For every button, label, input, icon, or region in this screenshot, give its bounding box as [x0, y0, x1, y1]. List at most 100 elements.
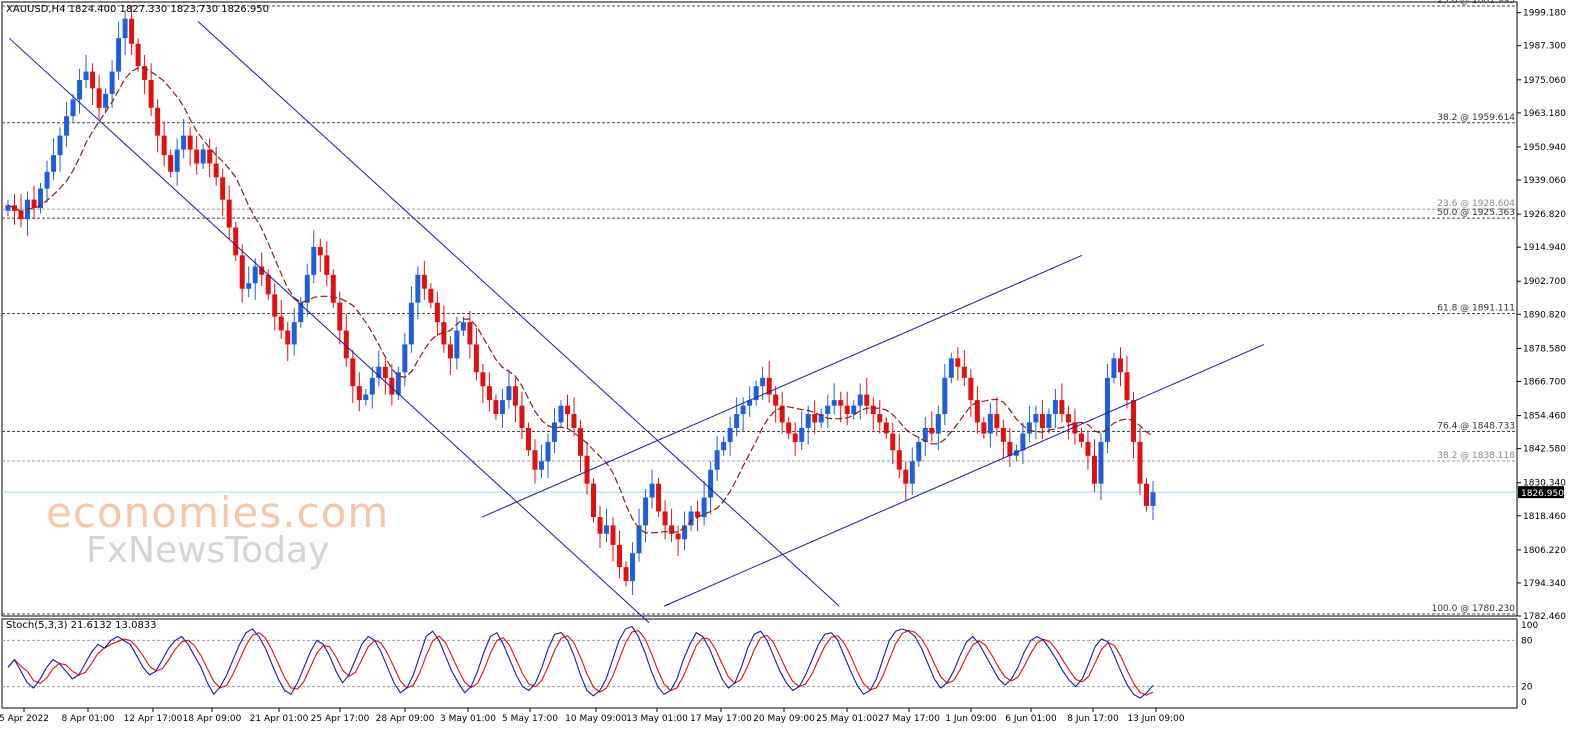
x-tick-label: 21 Apr 01:00 — [250, 714, 309, 724]
current-price-badge — [1518, 486, 1564, 499]
candle-body — [467, 322, 473, 345]
candle-body — [148, 79, 154, 108]
candle-body — [512, 386, 518, 406]
candle-body — [135, 43, 141, 67]
candle-body — [987, 414, 993, 434]
candle-body — [909, 461, 915, 484]
candle-body — [818, 414, 824, 423]
candle-body — [473, 344, 479, 373]
candle-body — [890, 433, 896, 451]
y-tick-label: 1999.180 — [1523, 9, 1566, 19]
candle-body — [31, 199, 37, 209]
y-tick-label: 1963.180 — [1523, 109, 1566, 119]
stoch-scale-label: 20 — [1521, 683, 1533, 693]
candle-body — [70, 99, 76, 117]
candle-body — [207, 149, 213, 164]
candle-body — [415, 274, 421, 303]
candle-body — [740, 405, 746, 415]
stoch-signal-line — [7, 629, 1154, 696]
candle-body — [1065, 414, 1071, 423]
candle-body — [324, 255, 330, 275]
y-tick-label: 1794.340 — [1523, 579, 1566, 589]
candle-body — [896, 450, 902, 470]
candle-body — [1143, 483, 1149, 506]
candle-body — [369, 377, 375, 395]
fib-label: 23.6 @ 1928.604 — [1437, 199, 1515, 209]
candle-body — [298, 302, 304, 323]
candle-body — [213, 163, 219, 178]
candle-body — [532, 450, 538, 470]
candle-body — [877, 414, 883, 423]
y-tick-label: 1950.940 — [1523, 143, 1566, 153]
candle-body — [597, 517, 603, 534]
candle-body — [994, 414, 1000, 428]
candle-body — [1039, 414, 1045, 428]
y-tick-label: 1975.060 — [1523, 76, 1566, 86]
time-axis: 5 Apr 2022 8 Apr 01:00 12 Apr 17:00 18 Apr … — [0, 708, 1185, 724]
stoch-scale-label: 0 — [1521, 698, 1527, 708]
candle-body — [161, 135, 167, 156]
candle-body — [708, 469, 714, 498]
candle-body — [786, 422, 792, 434]
candle-body — [1085, 441, 1091, 456]
candle-body — [955, 358, 961, 367]
y-tick-label: 1830.340 — [1523, 479, 1566, 489]
watermark-fxnewstoday: FxNewsToday — [86, 530, 330, 571]
candle-body — [239, 255, 245, 289]
y-tick-label: 1782.460 — [1523, 612, 1566, 622]
candle-body — [181, 135, 187, 150]
candle-body — [1072, 422, 1078, 434]
candle-body — [38, 188, 44, 209]
x-tick-label: 13 May 01:00 — [626, 714, 688, 724]
candle-body — [766, 377, 772, 395]
candle-body — [376, 366, 382, 378]
ma-line — [7, 67, 1154, 534]
candlesticks — [5, 4, 1156, 596]
candle-body — [142, 66, 148, 80]
candle-body — [454, 330, 460, 359]
trend-channels — [8, 21, 1265, 624]
candle-body — [870, 405, 876, 415]
candle-body — [753, 386, 759, 401]
candle-body — [246, 283, 252, 289]
candle-body — [805, 414, 811, 428]
candle-body — [77, 79, 83, 100]
candle-body — [330, 274, 336, 303]
x-tick-label: 8 Jun 17:00 — [1067, 714, 1119, 724]
candle-body — [831, 400, 837, 406]
moving-average — [7, 67, 1154, 534]
candle-body — [773, 394, 779, 406]
candle-body — [343, 330, 349, 359]
fib-label: 50.0 @ 1925.363 — [1437, 208, 1515, 218]
candle-body — [12, 205, 18, 211]
candle-body — [578, 427, 583, 456]
candle-body — [779, 405, 785, 423]
candle-body — [942, 377, 948, 415]
candle-body — [584, 455, 590, 484]
candle-body — [252, 266, 258, 284]
x-tick-label: 25 May 01:00 — [816, 714, 878, 724]
candle-body — [617, 544, 623, 568]
candle-body — [57, 135, 63, 156]
candle-body — [695, 511, 701, 518]
x-tick-label: 28 Apr 09:00 — [376, 714, 435, 724]
candle-body — [610, 525, 616, 545]
candle-body — [460, 322, 466, 331]
candle-body — [857, 394, 863, 406]
candle-body — [480, 372, 486, 387]
candle-body — [825, 405, 831, 415]
candle-body — [272, 294, 278, 317]
fib-label: 76.4 @ 1848.733 — [1437, 421, 1515, 431]
stochastic-oscillator: 100 80 20 0 — [2, 621, 1538, 708]
x-tick-label: 1 Jun 09:00 — [945, 714, 997, 724]
candle-body — [1033, 414, 1039, 423]
candle-body — [168, 155, 174, 172]
chart-frame — [1, 1, 1518, 709]
candle-body — [571, 414, 577, 428]
candle-body — [734, 414, 740, 428]
fib-label: 100.0 @ 1780.230 — [1432, 604, 1516, 614]
candle-body — [747, 400, 753, 406]
candle-body — [337, 302, 343, 331]
candle-body — [656, 483, 662, 512]
y-tick-label: 1939.060 — [1523, 176, 1566, 186]
